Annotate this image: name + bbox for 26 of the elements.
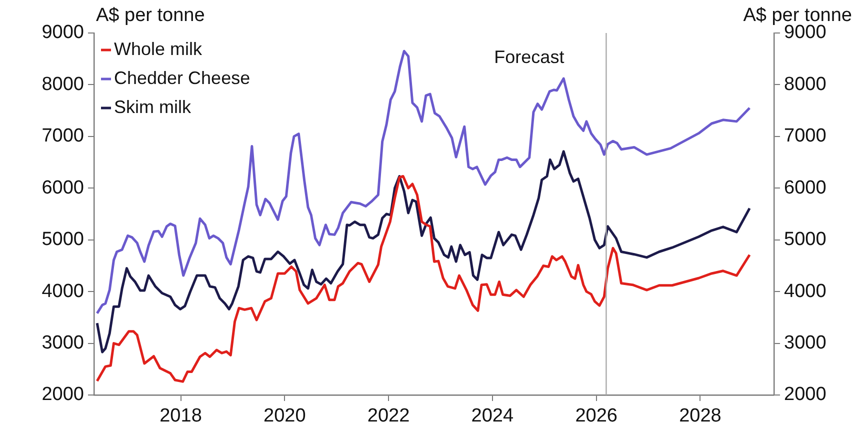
y-tick-label: 5000 [42,229,84,250]
y2-tick-label: 2000 [784,384,826,406]
x-tick-label: 2024 [471,406,514,427]
y2-tick-label: 7000 [784,126,826,147]
ref-line-label: Forecast [494,46,564,67]
y2-tick-label: 5000 [784,229,826,250]
x-tick-label: 2022 [367,406,410,427]
y-tick-label: 9000 [42,22,84,44]
legend-label: Chedder Cheese [114,68,250,88]
y-tick-label: 4000 [42,280,84,302]
y-axis-title: A$ per tonne [96,5,205,26]
y-tick-label: 8000 [42,74,84,95]
y-tick-label: 7000 [42,126,84,147]
y2-tick-label: 8000 [784,74,826,95]
y2-tick-label: 3000 [784,332,826,354]
y-tick-label: 6000 [42,177,84,198]
x-tick-label: 2028 [679,406,722,427]
y2-tick-label: 6000 [784,177,826,198]
legend-label: Whole milk [114,38,204,59]
x-tick-label: 2020 [264,406,306,427]
y2-tick-label: 4000 [784,280,826,302]
y-tick-label: 3000 [42,332,84,354]
x-tick-label: 2018 [160,406,202,427]
x-tick-label: 2026 [575,406,618,427]
legend-label: Skim milk [114,96,192,117]
y-tick-label: 2000 [42,384,84,406]
